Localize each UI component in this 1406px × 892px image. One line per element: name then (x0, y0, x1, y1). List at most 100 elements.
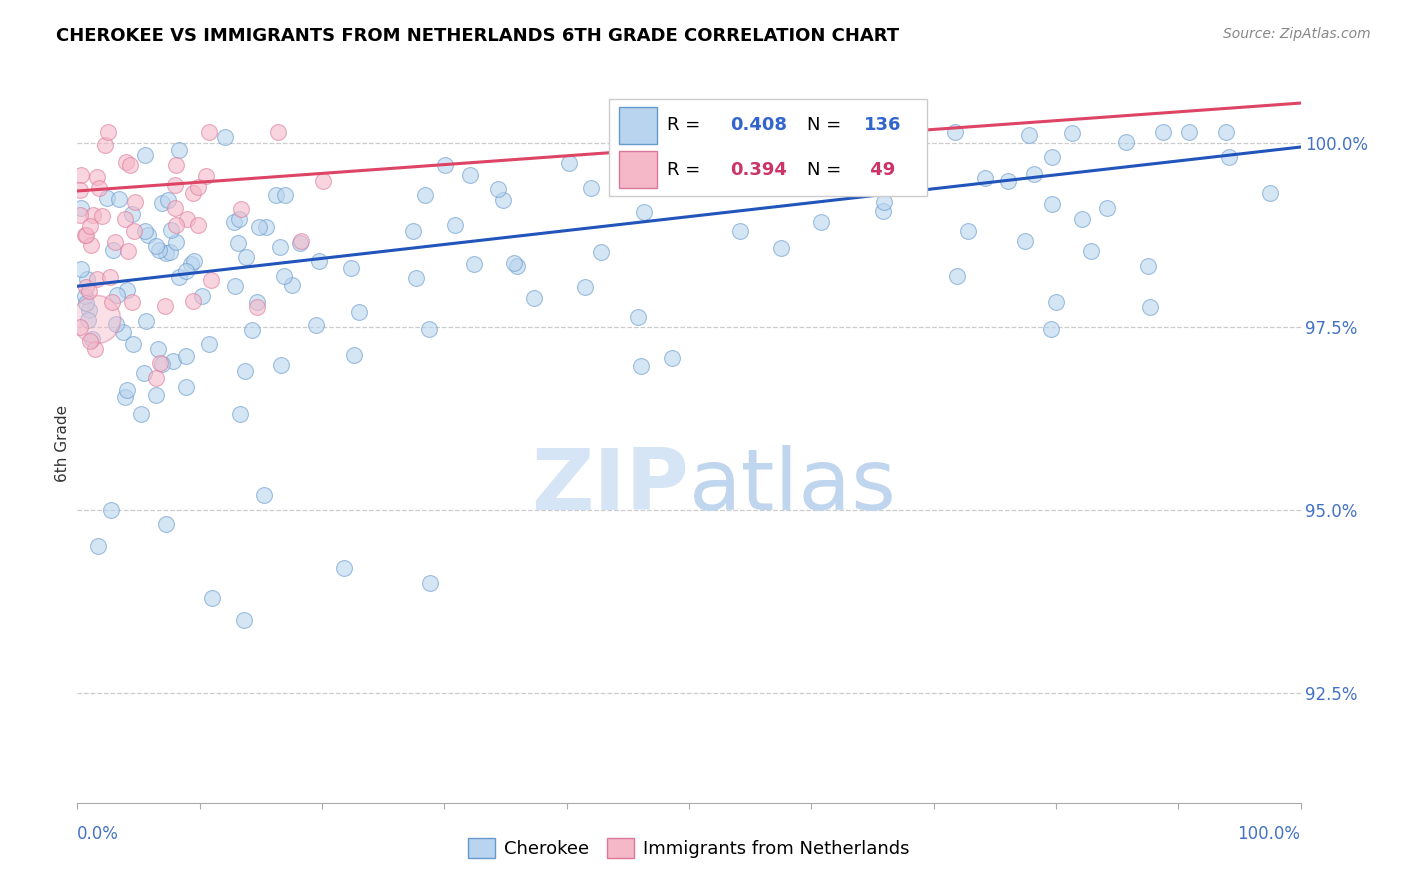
Point (305, 318, 328, 332)
Point (155, 246, 177, 260)
Point (174, 264, 197, 278)
Point (155, 517, 177, 532)
Point (253, 488, 276, 502)
Point (269, 240, 291, 254)
Text: atlas: atlas (689, 445, 897, 528)
Text: CHEROKEE VS IMMIGRANTS FROM NETHERLANDS 6TH GRADE CORRELATION CHART: CHEROKEE VS IMMIGRANTS FROM NETHERLANDS … (56, 27, 900, 45)
Point (997, 174, 1019, 188)
Point (281, 278, 304, 293)
Point (84, 312, 107, 326)
Text: 0.0%: 0.0% (77, 825, 120, 843)
Point (1045, 294, 1067, 309)
Point (75, 227, 97, 242)
Point (176, 349, 198, 363)
Point (270, 358, 292, 372)
Point (122, 223, 145, 237)
Point (228, 211, 250, 226)
Point (704, 125, 727, 139)
Point (957, 223, 980, 237)
Point (70, 261, 93, 276)
Point (79, 334, 101, 349)
Point (233, 364, 256, 378)
Point (614, 141, 637, 155)
Point (94, 138, 117, 153)
Point (115, 383, 138, 397)
Point (1152, 125, 1174, 139)
Point (136, 228, 159, 243)
Point (717, 125, 740, 139)
Point (75, 296, 97, 310)
Point (333, 561, 356, 575)
Point (197, 125, 219, 139)
Point (165, 158, 187, 172)
Point (134, 147, 156, 161)
Point (630, 359, 652, 373)
Point (200, 273, 222, 287)
Point (581, 181, 603, 195)
Point (160, 223, 183, 237)
Point (187, 218, 209, 232)
Point (247, 219, 270, 234)
Point (97, 125, 120, 139)
Point (150, 195, 173, 210)
Point (114, 212, 136, 227)
Point (181, 186, 204, 201)
Point (165, 235, 187, 250)
Point (523, 291, 546, 305)
Point (419, 576, 441, 591)
Point (86, 170, 108, 185)
Point (96, 191, 118, 205)
Point (343, 348, 366, 362)
Point (413, 187, 436, 202)
Point (77, 284, 100, 298)
Point (201, 591, 224, 605)
Point (558, 156, 581, 170)
Y-axis label: 6th Grade: 6th Grade (55, 405, 70, 483)
Text: Source: ZipAtlas.com: Source: ZipAtlas.com (1223, 27, 1371, 41)
Point (146, 342, 169, 356)
Point (222, 215, 245, 229)
Point (1218, 150, 1240, 164)
Point (191, 289, 214, 303)
Point (973, 171, 995, 186)
Point (83, 342, 105, 356)
Point (80, 332, 103, 346)
Point (1040, 197, 1063, 211)
Point (100, 502, 122, 516)
Point (1070, 211, 1092, 226)
Point (872, 203, 894, 218)
Point (267, 125, 290, 139)
Point (77, 302, 100, 317)
Point (87, 181, 110, 195)
Point (1060, 126, 1083, 140)
Point (155, 299, 177, 313)
Point (1115, 135, 1137, 149)
Point (162, 354, 184, 368)
Point (148, 244, 170, 258)
Point (69, 183, 91, 197)
Point (69, 208, 91, 222)
Point (195, 169, 218, 183)
Point (661, 351, 683, 365)
Point (273, 269, 295, 284)
Point (129, 407, 152, 421)
Point (180, 256, 202, 270)
Point (70, 169, 93, 183)
Point (187, 180, 209, 194)
Point (1258, 186, 1281, 200)
Point (77, 313, 100, 327)
Point (75, 288, 97, 302)
Point (1040, 322, 1063, 336)
Point (606, 168, 628, 182)
Point (290, 235, 312, 249)
Point (75, 228, 97, 243)
Point (70, 201, 93, 215)
Point (105, 288, 128, 302)
Point (98, 270, 121, 285)
Point (87, 540, 110, 554)
Point (273, 188, 295, 202)
Point (946, 268, 969, 283)
Point (1014, 234, 1036, 248)
Point (156, 193, 179, 207)
Point (69, 319, 91, 334)
